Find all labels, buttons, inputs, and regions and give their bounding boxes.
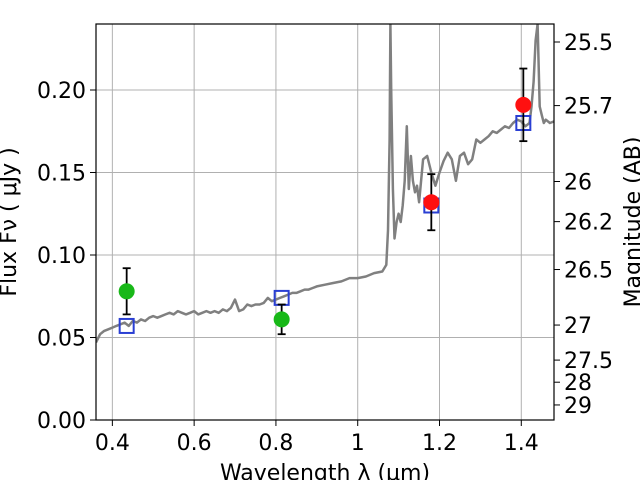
right-tick-label: 27	[564, 314, 592, 339]
x-tick-label: 0.6	[177, 431, 212, 456]
x-tick-label: 0.8	[258, 431, 293, 456]
x-tick-label: 0.4	[95, 431, 130, 456]
y-tick-label: 0.00	[37, 409, 86, 434]
y-axis: 0.00 0.05 0.10 0.15 0.20	[37, 79, 96, 434]
plot-frame	[95, 23, 555, 421]
y-axis-label: Flux Fν ( μJy )	[0, 147, 22, 296]
x-tick-label: 1	[351, 431, 365, 456]
x-axis: 0.4 0.6 0.8 1 1.2 1.4	[95, 420, 539, 456]
x-tick-label: 1.2	[422, 431, 457, 456]
observed-flux-point	[423, 194, 440, 211]
right-tick-label: 29	[564, 394, 592, 419]
y-tick-label: 0.10	[37, 244, 86, 269]
right-tick-label: 26	[564, 171, 592, 196]
observed-flux-point	[515, 96, 532, 113]
plot-area	[96, 24, 554, 343]
x-tick-label: 1.4	[504, 431, 539, 456]
y-tick-label: 0.20	[37, 79, 86, 104]
right-tick-label: 26.5	[564, 259, 613, 284]
right-tick-label: 25.5	[564, 31, 613, 56]
right-tick-label: 27.5	[564, 349, 613, 374]
y-tick-label: 0.05	[37, 327, 86, 352]
grid	[96, 24, 554, 421]
right-axis-label: Magnitude (AB)	[621, 137, 640, 308]
y-tick-label: 0.15	[37, 162, 86, 187]
model-flux-square	[118, 317, 135, 334]
spectrum-line	[96, 24, 554, 343]
right-tick-label: 25.7	[564, 95, 613, 120]
right-tick-label: 26.2	[564, 211, 613, 236]
observed-flux-point	[118, 283, 135, 300]
right-tick-label: 28	[564, 371, 592, 396]
x-axis-label: Wavelength λ (μm)	[220, 461, 430, 480]
observed-flux-point	[273, 311, 290, 328]
